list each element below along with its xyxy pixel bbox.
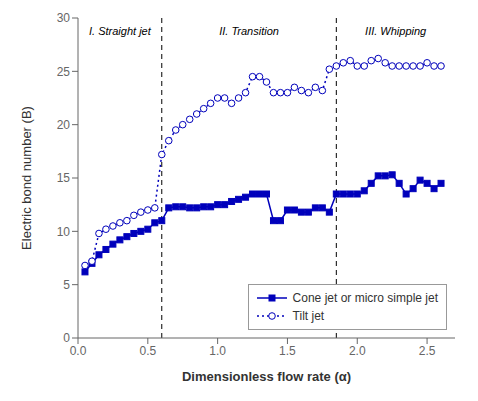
svg-text:I. Straight jet: I. Straight jet [89,25,152,37]
svg-text:II. Transition: II. Transition [219,25,279,37]
svg-text:III. Whipping: III. Whipping [365,25,427,37]
svg-text:5: 5 [63,278,70,292]
svg-text:15: 15 [57,171,71,185]
svg-text:0: 0 [63,331,70,345]
svg-text:25: 25 [57,65,71,79]
svg-text:Electric bond number (B): Electric bond number (B) [19,106,34,250]
html-text:Tilt jet: Tilt jet [292,309,325,323]
svg-text:2.0: 2.0 [349,344,366,358]
svg-text:0.5: 0.5 [139,344,156,358]
svg-text:0.0: 0.0 [70,344,87,358]
svg-text:2.5: 2.5 [419,344,436,358]
html-text:Cone jet or micro simple jet: Cone jet or micro simple jet [292,291,438,305]
svg-text:1.5: 1.5 [279,344,296,358]
svg-text:10: 10 [57,225,71,239]
svg-text:20: 20 [57,118,71,132]
svg-text:Dimensionless flow rate (α): Dimensionless flow rate (α) [182,369,351,384]
svg-text:1.0: 1.0 [209,344,226,358]
svg-text:30: 30 [57,11,71,25]
